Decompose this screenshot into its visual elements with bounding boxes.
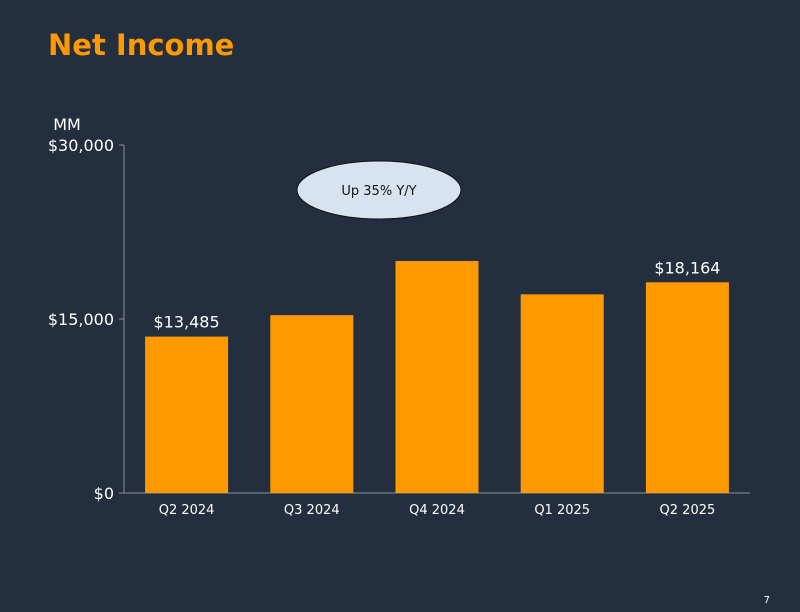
bar [645, 282, 729, 493]
callout-text: Up 35% Y/Y [341, 184, 416, 199]
x-tick-label: Q2 2024 [159, 503, 215, 518]
bar [270, 315, 354, 493]
x-tick-label: Q1 2025 [534, 503, 590, 518]
unit-label: MM [53, 115, 81, 134]
data-label: $13,485 [154, 313, 220, 332]
bar [145, 336, 229, 493]
x-tick-label: Q4 2024 [409, 503, 465, 518]
x-tick-label: Q2 2025 [660, 503, 716, 518]
y-tick-label: $15,000 [48, 310, 114, 329]
y-tick-label: $30,000 [48, 136, 114, 155]
callout: Up 35% Y/Y [296, 160, 462, 220]
chart-labels: $0 $15,000 $30,000 MM Q2 2024 $13,485 Q3 2024 Q… [48, 115, 721, 518]
page-number: 7 [763, 595, 770, 606]
x-tick-label: Q3 2024 [284, 503, 340, 518]
bar [520, 294, 604, 493]
y-tick-label: $0 [94, 484, 114, 503]
bar [395, 260, 479, 493]
data-label: $18,164 [654, 258, 720, 277]
callout-bubble [296, 160, 462, 220]
page-title: Net Income [48, 28, 235, 62]
chart-bars [145, 260, 729, 493]
